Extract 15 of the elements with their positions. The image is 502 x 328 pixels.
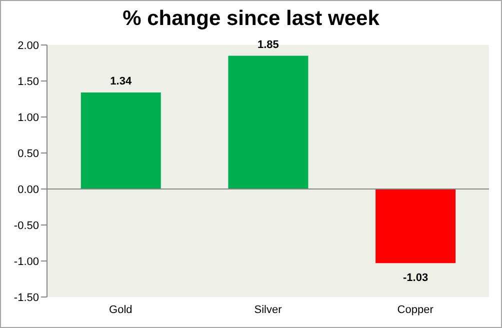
x-tick-label: Silver xyxy=(254,304,282,316)
y-tick-label: 2.00 xyxy=(18,40,39,52)
y-tick-label: 1.50 xyxy=(18,76,39,88)
data-label: 1.34 xyxy=(110,76,132,88)
data-label: 1.85 xyxy=(258,38,279,51)
y-tick-label: -1.50 xyxy=(14,292,39,304)
y-tick-label: 1.00 xyxy=(18,112,39,124)
y-tick-label: 0.00 xyxy=(18,184,39,196)
x-tick-label: Gold xyxy=(109,304,132,316)
y-tick-label: 0.50 xyxy=(18,148,39,160)
data-label: -1.03 xyxy=(403,272,428,284)
chart-title: % change since last week xyxy=(122,7,380,31)
x-tick-label: Copper xyxy=(397,304,434,316)
y-tick-label: -0.50 xyxy=(14,220,39,232)
y-tick-label: -1.00 xyxy=(14,256,39,268)
